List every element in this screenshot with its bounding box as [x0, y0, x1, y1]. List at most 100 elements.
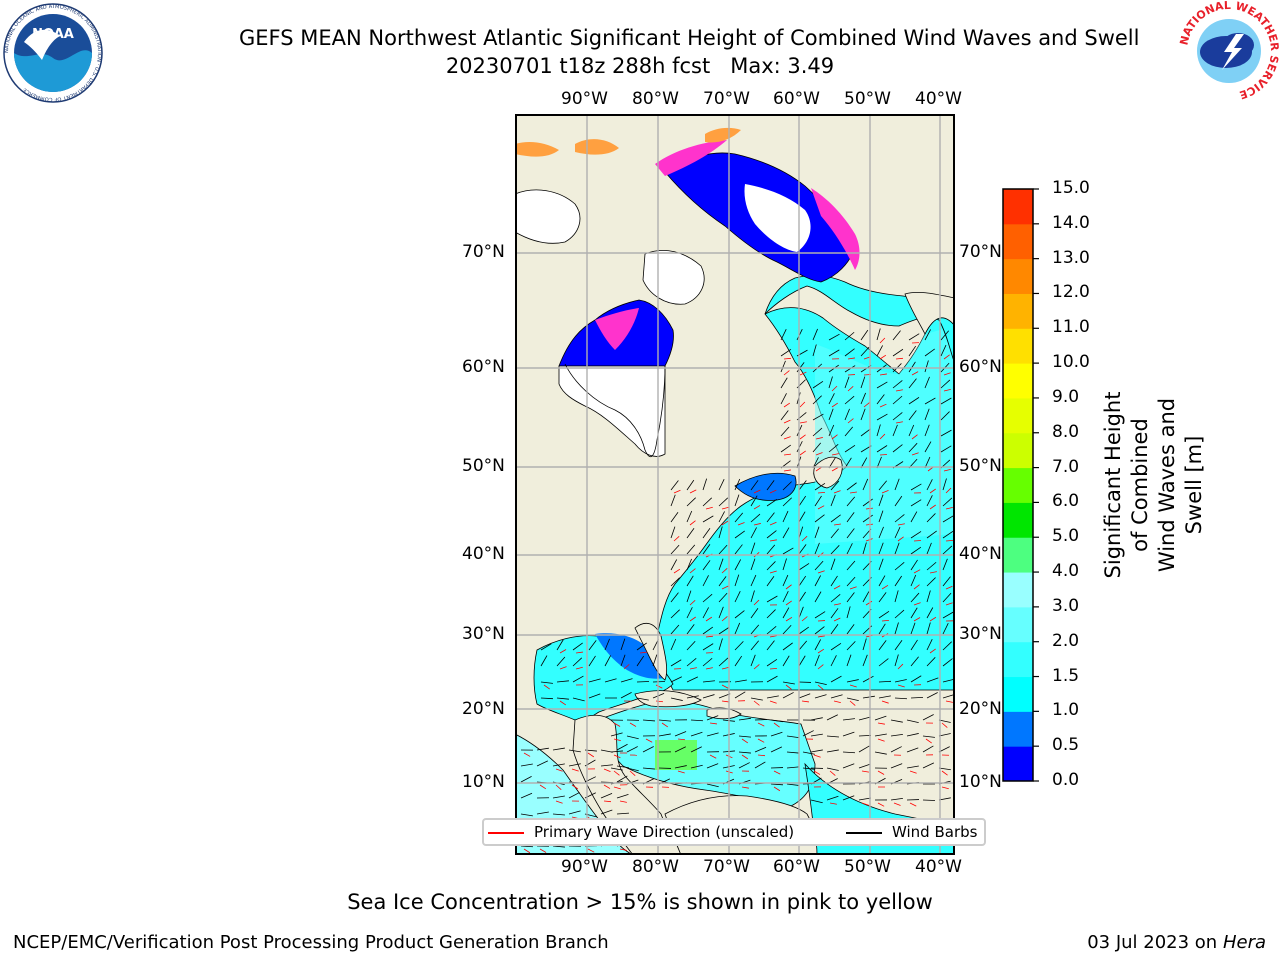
wind-barb [878, 640, 887, 651]
wave-direction-arrow [721, 684, 729, 689]
wind-barb [878, 558, 884, 571]
colorbar-cell [1003, 502, 1033, 538]
colorbar-tick-label: 13.0 [1052, 247, 1090, 268]
wind-barb [910, 531, 922, 539]
wind-barb [846, 560, 856, 571]
colorbar-cell [1003, 537, 1033, 573]
wind-barb [766, 530, 777, 539]
lat-label-right-60n: 60°N [959, 357, 1002, 377]
north-atlantic-light-region [815, 326, 955, 544]
colorbar-tick-label: 3.0 [1052, 595, 1080, 616]
wave-direction-arrow [833, 603, 841, 606]
wind-barb [924, 397, 936, 405]
colorbar-cell [1003, 189, 1033, 225]
wave-direction-arrow [629, 722, 637, 727]
wind-barb [610, 750, 623, 753]
lon-label-bottom-60w: 60°W [773, 857, 820, 877]
wind-barb [568, 810, 581, 815]
wind-barb [942, 576, 951, 587]
wave-direction-arrow [769, 700, 777, 704]
wind-barb [718, 592, 728, 603]
wave-direction-arrow [861, 770, 869, 773]
wind-barb [670, 676, 682, 683]
wave-direction-arrow [677, 770, 685, 774]
wind-barb [770, 746, 783, 753]
wave-direction-arrow [783, 453, 791, 456]
wind-barb [830, 528, 839, 539]
wave-direction-legend-label: Primary Wave Direction (unscaled) [534, 823, 795, 841]
wind-barb [670, 480, 679, 491]
wind-barb [670, 494, 676, 507]
wind-barb [814, 639, 822, 651]
wave-direction-arrow [877, 738, 885, 742]
wind-barb [670, 659, 682, 667]
wind-barb [846, 606, 851, 619]
wind-barb [782, 497, 792, 507]
wind-barb [858, 797, 871, 801]
colorbar-tick-label: 4.0 [1052, 561, 1080, 582]
wind-barb [734, 494, 740, 507]
wind-barb [568, 749, 581, 753]
wave-direction-arrow [655, 700, 664, 703]
wind-barb [702, 575, 709, 587]
wind-barb [876, 394, 885, 405]
wind-barb [796, 362, 805, 373]
wind-barb [686, 607, 693, 619]
wind-barb [766, 640, 775, 651]
wind-barb [620, 692, 632, 699]
wave-direction-arrow [769, 570, 777, 574]
wind-barb [890, 719, 903, 723]
wind-barb [828, 424, 835, 437]
wind-barb [894, 495, 903, 507]
wave-direction-arrow [721, 520, 729, 526]
wave-direction-arrow [769, 489, 777, 494]
wind-barb [844, 348, 855, 357]
wind-barb [782, 558, 787, 571]
wave-direction-arrow [721, 568, 728, 574]
wind-barb [718, 497, 729, 507]
wave-direction-arrow [847, 357, 855, 360]
wind-barb [814, 526, 820, 539]
wave-direction-arrow [639, 651, 647, 654]
wind-barb [926, 495, 933, 507]
wind-barb [686, 640, 696, 651]
wave-direction-arrow [879, 337, 886, 344]
wind-barb [906, 747, 919, 753]
wind-barb [830, 655, 837, 667]
wind-barb [782, 607, 790, 619]
wind-barb [926, 513, 936, 523]
wind-barb [782, 481, 792, 491]
wind-barb [702, 593, 713, 603]
colorbar-cell [1003, 363, 1033, 399]
wind-barb [926, 622, 931, 635]
wind-barb [926, 607, 934, 619]
wind-barb [706, 783, 719, 788]
wind-barb [536, 760, 549, 767]
wave-direction-arrow [769, 667, 778, 670]
wind-barb [942, 694, 955, 699]
wind-barb [750, 654, 756, 667]
wave-direction-arrow [721, 506, 729, 510]
colorbar-cell [1003, 641, 1033, 678]
wave-direction-arrow [571, 768, 579, 772]
wind-barb [718, 576, 727, 587]
wave-direction-arrow [737, 522, 745, 526]
wind-barb [750, 590, 755, 603]
wave-direction-arrow [943, 372, 951, 376]
wind-barb [924, 376, 930, 389]
wave-direction-arrow [753, 700, 760, 706]
wind-barb [846, 624, 855, 635]
wind-barb [610, 767, 623, 771]
wind-barb [894, 542, 900, 555]
wind-barb [908, 397, 920, 405]
wave-direction-arrow [773, 786, 781, 792]
wind-barb [520, 813, 533, 817]
wave-direction-arrow [829, 770, 836, 776]
wind-barb [876, 456, 882, 469]
wind-barb [572, 657, 583, 667]
wind-barb [860, 428, 871, 437]
lat-label-right-10n: 10°N [959, 772, 1002, 792]
wave-direction-arrow [863, 402, 870, 408]
lat-label-left-70n: 70°N [462, 242, 505, 262]
wave-direction-arrow [783, 436, 791, 440]
